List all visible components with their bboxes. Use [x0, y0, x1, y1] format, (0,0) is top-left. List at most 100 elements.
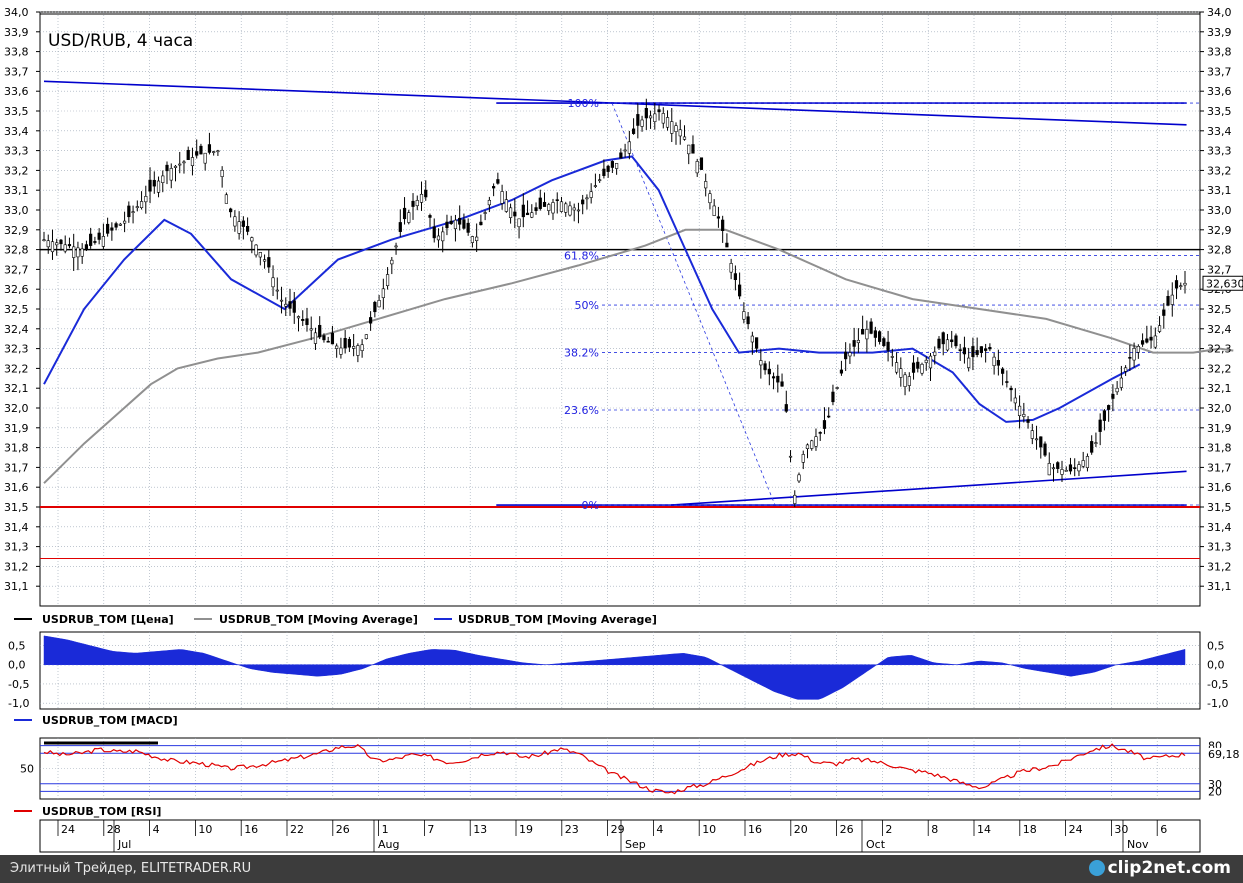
- candle-body: [1068, 464, 1073, 472]
- candle-body: [750, 335, 754, 343]
- candle-body: [97, 232, 101, 240]
- candle-body: [704, 181, 708, 189]
- candle-body: [568, 205, 572, 216]
- legend-macd: USDRUB_TOM [MACD]: [42, 714, 178, 727]
- candle-body: [508, 207, 513, 218]
- candle-body: [190, 157, 195, 167]
- candle-body: [394, 245, 398, 248]
- candle-body: [899, 368, 903, 378]
- y-tick-label-right: 32,2: [1207, 362, 1232, 375]
- candle-body: [682, 136, 687, 140]
- candle-body: [173, 165, 178, 168]
- candle-body: [814, 436, 818, 447]
- legend-rsi: USDRUB_TOM [RSI]: [42, 805, 161, 818]
- candle-body: [708, 193, 712, 204]
- candle-body: [903, 374, 907, 387]
- candle-body: [954, 335, 958, 347]
- time-tick-label: 24: [61, 823, 75, 836]
- time-tick-label: 22: [290, 823, 304, 836]
- candle-body: [576, 209, 581, 212]
- y-tick-label-left: 33,4: [4, 125, 29, 138]
- candle-body: [250, 237, 254, 242]
- chart-title: USD/RUB, 4 часа: [48, 31, 193, 51]
- candle-body: [759, 360, 763, 366]
- fib-diagonal: [611, 102, 776, 506]
- candle-body: [738, 284, 742, 297]
- candle-body: [1001, 368, 1005, 374]
- candle-body: [224, 194, 228, 204]
- candle-body: [220, 169, 224, 177]
- y-tick-label-right: 31,9: [1207, 422, 1232, 435]
- candle-body: [839, 369, 844, 374]
- candle-body: [279, 299, 284, 302]
- trendline: [670, 470, 1187, 506]
- candle-body: [487, 199, 491, 206]
- y-tick-label-right: 32,5: [1207, 303, 1232, 316]
- candle-body: [67, 244, 72, 247]
- candle-body: [661, 113, 665, 124]
- candle-body: [449, 220, 453, 225]
- candle-body: [742, 311, 746, 320]
- candle-body: [810, 440, 814, 449]
- candle-body: [890, 356, 894, 358]
- candle-body: [716, 216, 721, 219]
- candle-body: [1022, 414, 1026, 417]
- y-tick-label-right: 32,3: [1207, 343, 1232, 356]
- candle-body: [852, 340, 856, 347]
- y-tick-label-left: 33,8: [4, 46, 29, 59]
- candle-body: [131, 211, 135, 213]
- candle-body: [869, 321, 873, 334]
- y-tick-label-right: 31,5: [1207, 501, 1232, 514]
- ma-long-line: [43, 228, 1234, 484]
- month-label: Aug: [378, 838, 399, 851]
- y-tick-label-right: 31,1: [1207, 580, 1232, 593]
- candle-body: [1094, 442, 1098, 444]
- candle-body: [992, 356, 996, 366]
- candle-body: [139, 201, 144, 209]
- candle-body: [1056, 462, 1060, 469]
- candle-body: [296, 316, 301, 319]
- candle-body: [712, 205, 716, 216]
- candle-body: [1124, 367, 1128, 372]
- macd-tick-left: 0,0: [8, 659, 26, 672]
- y-tick-label-right: 32,9: [1207, 224, 1232, 237]
- candle-body: [581, 199, 585, 205]
- candle-body: [674, 125, 678, 132]
- candle-body: [831, 391, 835, 403]
- candle-body: [335, 345, 339, 349]
- time-tick-label: 29: [611, 823, 625, 836]
- candle-body: [458, 217, 462, 225]
- y-tick-label-left: 31,3: [4, 541, 29, 554]
- y-tick-label-left: 32,1: [4, 382, 29, 395]
- candle-body: [42, 239, 46, 241]
- candle-body: [203, 152, 207, 164]
- time-tick-label: 7: [427, 823, 434, 836]
- candle-body: [729, 263, 733, 273]
- candle-body: [373, 301, 377, 313]
- y-tick-label-right: 32,1: [1207, 382, 1232, 395]
- ma-short-line: [43, 155, 1141, 423]
- candle-body: [254, 244, 258, 256]
- candle-body: [882, 338, 886, 346]
- candle-body: [479, 221, 483, 226]
- fib-level-label: 0%: [582, 499, 599, 512]
- candle-body: [381, 288, 385, 298]
- time-tick-label: 4: [656, 823, 663, 836]
- candle-body: [615, 163, 619, 169]
- y-tick-label-left: 33,2: [4, 164, 29, 177]
- time-tick-label: 6: [1160, 823, 1167, 836]
- candle-body: [322, 335, 326, 341]
- candle-body: [156, 180, 161, 193]
- y-tick-label-left: 31,6: [4, 481, 29, 494]
- candle-body: [873, 330, 877, 338]
- y-tick-label-left: 31,1: [4, 580, 29, 593]
- fib-level-label: 23.6%: [564, 404, 599, 417]
- y-tick-label-left: 31,7: [4, 461, 29, 474]
- candle-body: [606, 165, 610, 172]
- candle-body: [886, 341, 890, 351]
- y-tick-label-left: 32,9: [4, 224, 29, 237]
- candle-body: [941, 332, 945, 345]
- y-tick-label-right: 32,8: [1207, 244, 1232, 257]
- candle-body: [199, 145, 203, 155]
